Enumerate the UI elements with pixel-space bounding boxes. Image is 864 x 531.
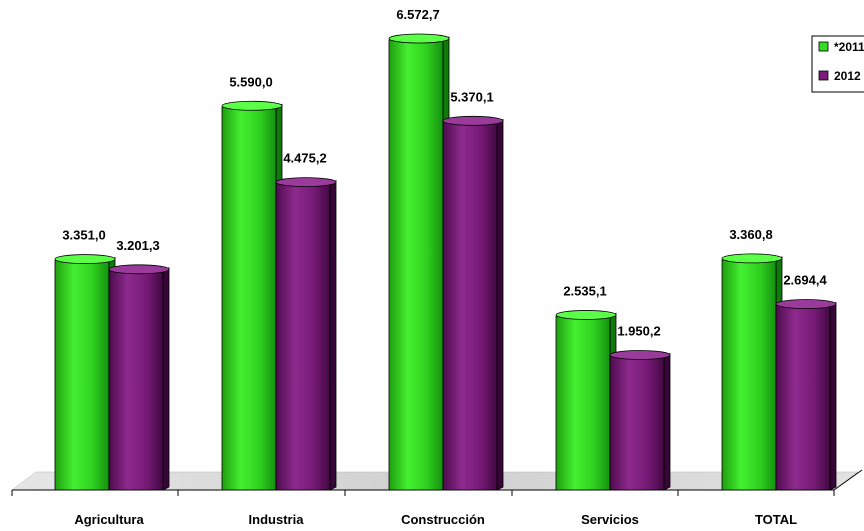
bar-front [776,306,830,490]
bar-side [830,303,836,490]
bar-total-2012 [776,300,836,490]
value-label: 4.475,2 [283,151,326,166]
bar-top [222,101,282,110]
category-label: Construcción [401,512,485,527]
bar-top [109,265,169,274]
bar-agricultura-2012 [109,265,169,490]
bar-top [722,254,782,263]
category-label: TOTAL [755,512,797,527]
bar-front [55,261,109,490]
value-label: 5.370,1 [450,89,493,104]
category-label: Servicios [581,512,639,527]
value-label: 3.351,0 [62,228,105,243]
legend-label-2011: *2011 [834,40,864,54]
bar-top [776,300,836,309]
bar-top [389,34,449,43]
bar-side [497,119,503,490]
legend: *2011 2012 [812,36,864,92]
bar-front [556,316,610,490]
value-label: 3.360,8 [729,227,772,242]
category-label: Agricultura [74,512,144,527]
bar-agricultura-2011 [55,255,115,490]
x-axis-ticks [12,490,834,496]
bar-total-2011 [722,254,782,490]
bar-servicios-2011 [556,310,616,490]
bar-top [276,178,336,187]
bars-group [55,34,836,490]
bar-industria-2011 [222,101,282,490]
value-label: 5.590,0 [229,74,272,89]
value-label: 1.950,2 [617,323,660,338]
category-label: Industria [249,512,305,527]
bar-front [276,184,330,490]
bar-side [664,353,670,490]
bar-servicios-2012 [610,350,670,490]
bar-front [222,107,276,490]
bar-side [163,268,169,490]
bar-front [389,40,443,490]
value-label: 2.694,4 [783,273,827,288]
bar-front [109,271,163,490]
bar-side [330,181,336,490]
bar-top [443,116,503,125]
bar-industria-2012 [276,178,336,490]
bar-front [722,260,776,490]
bar-construcción-2012 [443,116,503,490]
bar-front [610,356,664,490]
legend-swatch-2012 [819,71,828,80]
legend-label-2012: 2012 [834,69,861,83]
value-label: 2.535,1 [563,283,606,298]
category-labels-group: Agricultura Industria Construcción Servicio… [74,512,797,527]
value-label: 3.201,3 [116,238,159,253]
legend-swatch-2011 [819,42,828,51]
bar-top [55,255,115,264]
bar-construcción-2011 [389,34,449,490]
bar-top [556,310,616,319]
value-label: 6.572,7 [396,7,439,22]
bar-front [443,122,497,490]
bar-top [610,350,670,359]
